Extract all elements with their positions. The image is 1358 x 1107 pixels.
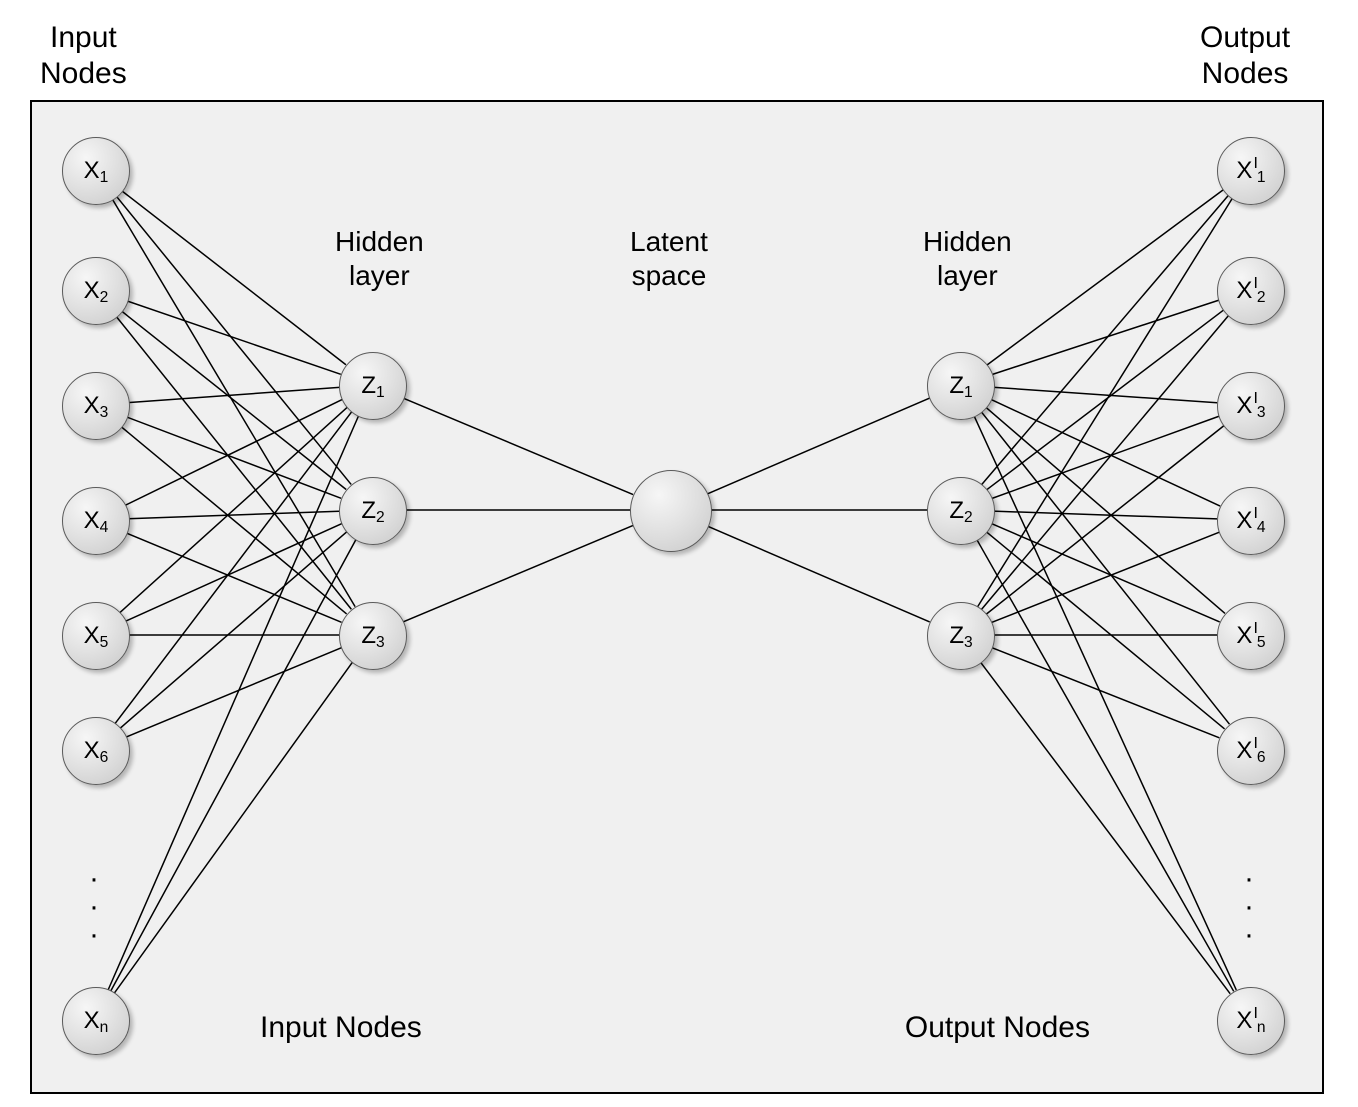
input-node-x5: X5: [62, 602, 130, 670]
output-node-x3: XI3: [1217, 372, 1285, 440]
hidden-left-z1: Z1: [339, 352, 407, 420]
output-node-x6: XI6: [1217, 717, 1285, 785]
output-node-x1: XI1: [1217, 137, 1285, 205]
diagram-canvas: Input Nodes Output Nodes Hidden layer Hi…: [0, 0, 1358, 1107]
output-node-x5: XI5: [1217, 602, 1285, 670]
hidden-right-z2: Z2: [927, 477, 995, 545]
hidden-right-z1: Z1: [927, 352, 995, 420]
input-node-x3: X3: [62, 372, 130, 440]
hidden-left-z2: Z2: [339, 477, 407, 545]
output-ellipsis: · · ·: [1244, 865, 1254, 949]
output-node-xn: XIn: [1217, 987, 1285, 1055]
edges-layer: [0, 0, 1358, 1107]
input-node-xn: Xn: [62, 987, 130, 1055]
input-ellipsis: · · ·: [89, 865, 99, 949]
hidden-left-z3: Z3: [339, 602, 407, 670]
input-node-x6: X6: [62, 717, 130, 785]
hidden-right-z3: Z3: [927, 602, 995, 670]
input-node-x1: X1: [62, 137, 130, 205]
input-node-x4: X4: [62, 487, 130, 555]
input-node-x2: X2: [62, 257, 130, 325]
output-node-x4: XI4: [1217, 487, 1285, 555]
latent-node: [630, 470, 712, 552]
output-node-x2: XI2: [1217, 257, 1285, 325]
